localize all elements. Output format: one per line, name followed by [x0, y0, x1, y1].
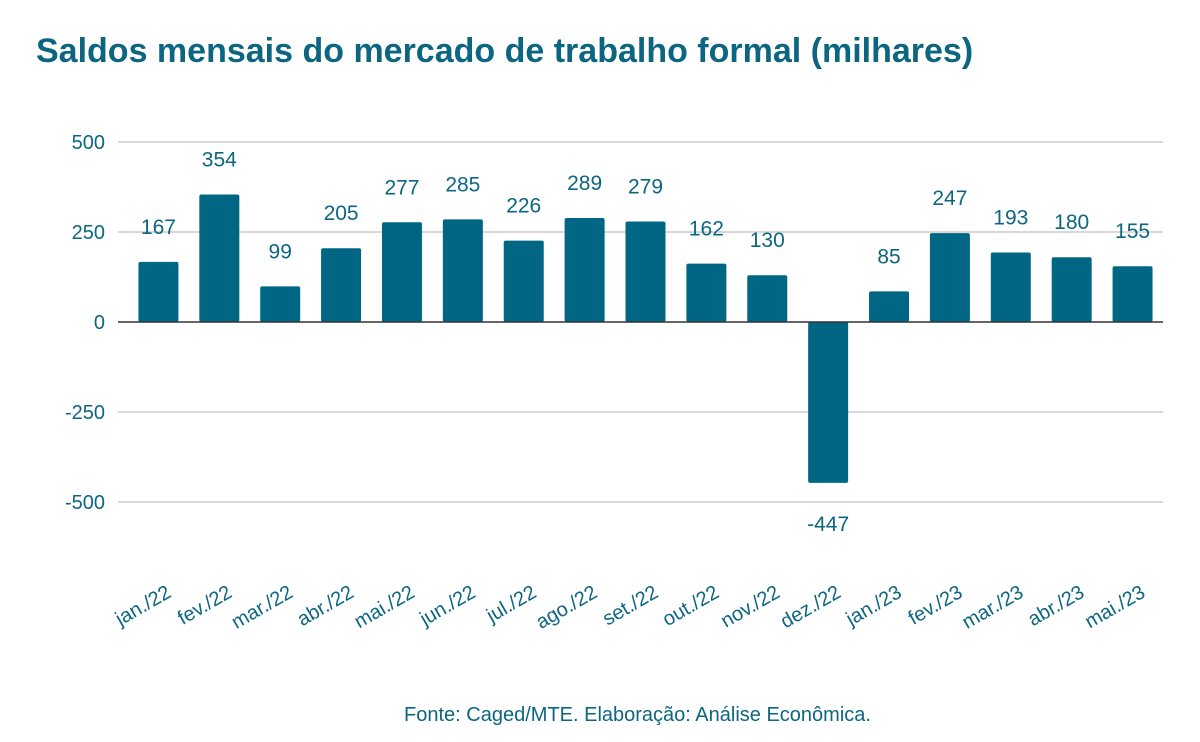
- y-tick-label: 0: [94, 312, 105, 334]
- bar: [808, 322, 849, 483]
- x-tick-label: abr./22: [294, 581, 358, 631]
- bar: [503, 240, 544, 322]
- x-tick-label: set./22: [599, 581, 662, 630]
- chart-title: Saldos mensais do mercado de trabalho fo…: [36, 32, 974, 70]
- x-tick-label: nov./22: [717, 581, 784, 632]
- data-label: 162: [689, 218, 724, 241]
- data-label: 99: [269, 240, 292, 263]
- x-tick-label: abr./23: [1024, 581, 1088, 631]
- x-tick-label: fev./22: [174, 581, 236, 629]
- bar: [747, 275, 788, 322]
- data-label: -447: [807, 513, 849, 536]
- bar: [321, 248, 362, 322]
- data-label: 85: [877, 245, 900, 268]
- bar: [929, 233, 970, 322]
- bar: [564, 217, 605, 322]
- data-label: 285: [445, 173, 480, 196]
- bar: [869, 291, 910, 322]
- data-label: 247: [932, 187, 967, 210]
- data-label: 193: [993, 207, 1028, 230]
- bar: [381, 222, 422, 322]
- x-tick-label: jun./22: [415, 581, 479, 631]
- y-tick-label: 500: [72, 132, 105, 154]
- data-label: 130: [750, 229, 785, 252]
- data-label: 279: [628, 176, 663, 199]
- bar: [442, 219, 483, 322]
- data-label: 155: [1115, 220, 1150, 243]
- y-tick-label: 250: [72, 222, 105, 244]
- data-label: 289: [567, 172, 602, 195]
- bar: [625, 221, 666, 322]
- data-label: 180: [1054, 211, 1089, 234]
- bar: [138, 261, 179, 322]
- data-label: 226: [506, 195, 541, 218]
- x-tick-label: out./22: [659, 581, 723, 631]
- bar: [199, 194, 240, 322]
- x-tick-label: jan./22: [111, 581, 175, 631]
- x-tick-label: ago./22: [532, 581, 601, 633]
- x-tick-label: jan./23: [842, 581, 906, 631]
- y-tick-label: -500: [65, 492, 105, 514]
- x-tick-label: mar./22: [228, 581, 297, 633]
- x-tick-label: mar./23: [959, 581, 1028, 633]
- x-tick-label: fev./23: [905, 581, 967, 629]
- data-label: 205: [324, 202, 359, 225]
- x-tick-label: mai./22: [351, 581, 419, 633]
- y-tick-label: -250: [65, 402, 105, 424]
- data-label: 167: [141, 216, 176, 239]
- x-tick-label: mai./23: [1081, 581, 1149, 633]
- bar: [686, 263, 727, 322]
- x-tick-label: dez./22: [777, 581, 845, 633]
- source-note: Fonte: Caged/MTE. Elaboração: Análise Ec…: [404, 704, 871, 726]
- bar: [260, 286, 301, 322]
- data-label: 277: [384, 176, 419, 199]
- bar: [1051, 257, 1092, 322]
- data-label: 354: [202, 149, 237, 172]
- bar: [1112, 266, 1153, 322]
- bar: [990, 252, 1031, 322]
- x-tick-label: jul./22: [482, 581, 540, 627]
